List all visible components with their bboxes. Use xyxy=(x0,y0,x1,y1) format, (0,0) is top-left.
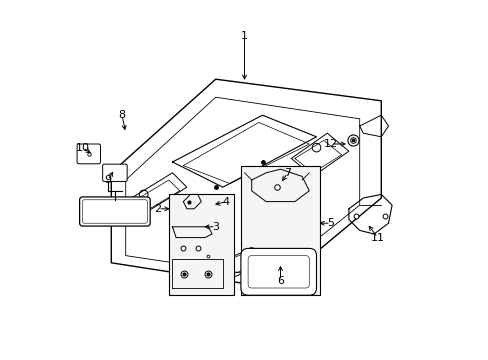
Text: 11: 11 xyxy=(370,233,384,243)
Text: 10: 10 xyxy=(75,143,89,153)
Text: 6: 6 xyxy=(276,276,284,286)
Text: 1: 1 xyxy=(241,31,247,41)
Text: 5: 5 xyxy=(327,218,334,228)
Text: 4: 4 xyxy=(223,197,229,207)
FancyBboxPatch shape xyxy=(247,256,309,288)
FancyBboxPatch shape xyxy=(77,144,101,164)
FancyBboxPatch shape xyxy=(80,197,150,226)
Text: 8: 8 xyxy=(118,110,125,120)
FancyBboxPatch shape xyxy=(82,200,147,223)
Text: 7: 7 xyxy=(284,168,291,178)
Text: 2: 2 xyxy=(154,204,162,214)
Text: 3: 3 xyxy=(212,222,219,232)
Text: 12: 12 xyxy=(323,139,337,149)
Bar xyxy=(168,194,233,295)
Text: 9: 9 xyxy=(104,175,111,185)
FancyBboxPatch shape xyxy=(102,164,127,181)
Bar xyxy=(241,166,320,295)
FancyBboxPatch shape xyxy=(241,248,316,295)
